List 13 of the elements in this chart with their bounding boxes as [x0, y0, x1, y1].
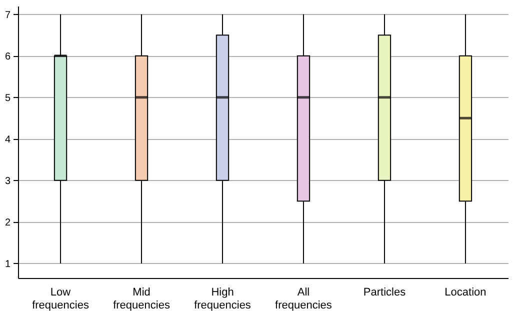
- y-tick-label: 1: [4, 258, 11, 270]
- y-tick-label: 4: [4, 134, 11, 146]
- x-tick-label: All frequencies: [275, 286, 332, 311]
- x-tick-label: Mid frequencies: [113, 286, 170, 311]
- y-tick-label: 6: [4, 51, 11, 62]
- x-tick-label: Location: [444, 286, 486, 298]
- x-tick-label: Particles: [363, 286, 406, 298]
- x-tick-label: High frequencies: [194, 286, 252, 311]
- x-tick-label: Low frequencies: [32, 286, 90, 311]
- y-tick-label: 3: [4, 176, 11, 187]
- y-tick-label: 2: [4, 217, 11, 228]
- y-tick-label: 7: [4, 10, 11, 21]
- y-tick-label: 5: [4, 92, 11, 104]
